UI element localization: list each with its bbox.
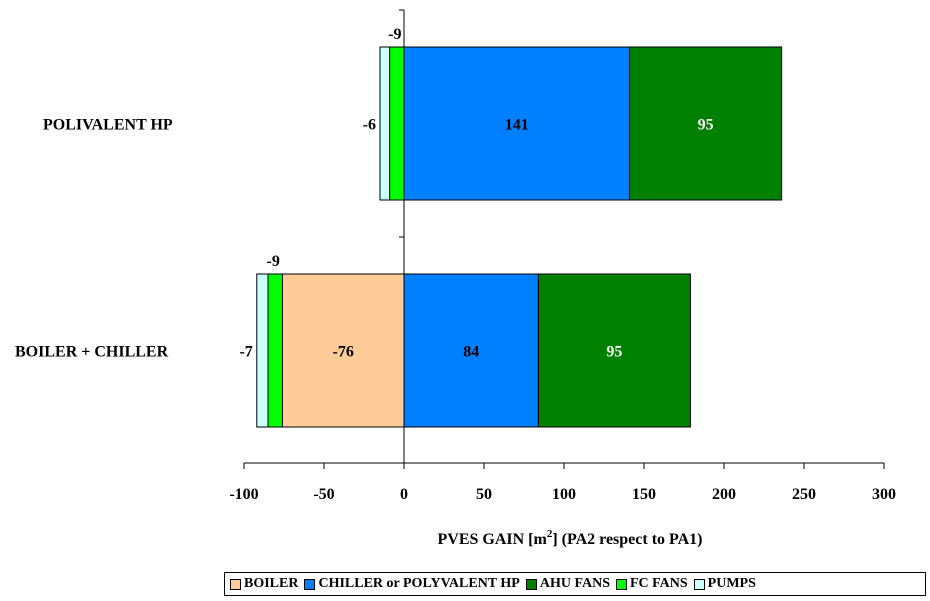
- legend-label-pumps: PUMPS: [708, 576, 756, 592]
- data-label-polivalent-hp-pumps: -6: [363, 117, 376, 134]
- legend-swatch-chiller-or-polyvalent-hp: [304, 579, 315, 590]
- data-label-polivalent-hp-fc-fans: -9: [388, 26, 401, 43]
- legend-label-boiler: BOILER: [244, 576, 298, 592]
- data-label-boiler-chiller-fc-fans: -9: [267, 253, 280, 270]
- legend-swatch-boiler: [230, 579, 241, 590]
- data-label-boiler-chiller-ahu-fans: 95: [606, 344, 622, 361]
- category-label-polivalent-hp: POLIVALENT HP: [43, 117, 173, 134]
- x-axis-title-main: PVES GAIN [m: [437, 531, 547, 548]
- bars-group: [257, 47, 782, 427]
- bar-boiler-chiller-pumps: [257, 274, 268, 427]
- category-label-boiler-chiller: BOILER + CHILLER: [15, 344, 169, 361]
- x-tick-label: 300: [872, 486, 896, 503]
- legend-swatch-fc-fans: [616, 579, 627, 590]
- legend-swatch-pumps: [694, 579, 705, 590]
- bar-polivalent-hp-pumps: [380, 47, 390, 200]
- x-axis-title: PVES GAIN [m2] (PA2 respect to PA1): [437, 528, 702, 548]
- legend-label-chiller-or-polyvalent-hp: CHILLER or POLYVALENT HP: [318, 576, 519, 592]
- x-tick-label: 200: [712, 486, 736, 503]
- legend-item-ahu-fans: AHU FANS: [526, 576, 610, 592]
- x-tick-label: 50: [476, 486, 492, 503]
- legend-label-fc-fans: FC FANS: [630, 576, 688, 592]
- legend-item-pumps: PUMPS: [694, 576, 756, 592]
- legend-item-fc-fans: FC FANS: [616, 576, 688, 592]
- legend-swatch-ahu-fans: [526, 579, 537, 590]
- x-tick-label: -50: [313, 486, 334, 503]
- x-tick-label: 250: [792, 486, 816, 503]
- legend-item-boiler: BOILER: [230, 576, 298, 592]
- x-tick-label: 0: [400, 486, 408, 503]
- x-tick-label: 150: [632, 486, 656, 503]
- data-label-polivalent-hp-ahu-fans: 95: [698, 117, 714, 134]
- data-label-boiler-chiller-boiler: -76: [333, 344, 354, 361]
- x-tick-label: 100: [552, 486, 576, 503]
- legend-item-chiller-or-polyvalent-hp: CHILLER or POLYVALENT HP: [304, 576, 519, 592]
- legend-label-ahu-fans: AHU FANS: [540, 576, 610, 592]
- x-tick-label: -100: [229, 486, 258, 503]
- data-label-polivalent-hp-chiller-or-polyvalent-hp: 141: [505, 117, 529, 134]
- x-axis-title-suffix: ] (PA2 respect to PA1): [552, 531, 702, 548]
- bar-boiler-chiller-fc-fans: [268, 274, 282, 427]
- data-label-boiler-chiller-chiller-or-polyvalent-hp: 84: [463, 344, 479, 361]
- legend: BOILER CHILLER or POLYVALENT HP AHU FANS FC…: [224, 572, 926, 596]
- bar-polivalent-hp-fc-fans: [390, 47, 404, 200]
- data-label-boiler-chiller-pumps: -7: [239, 344, 252, 361]
